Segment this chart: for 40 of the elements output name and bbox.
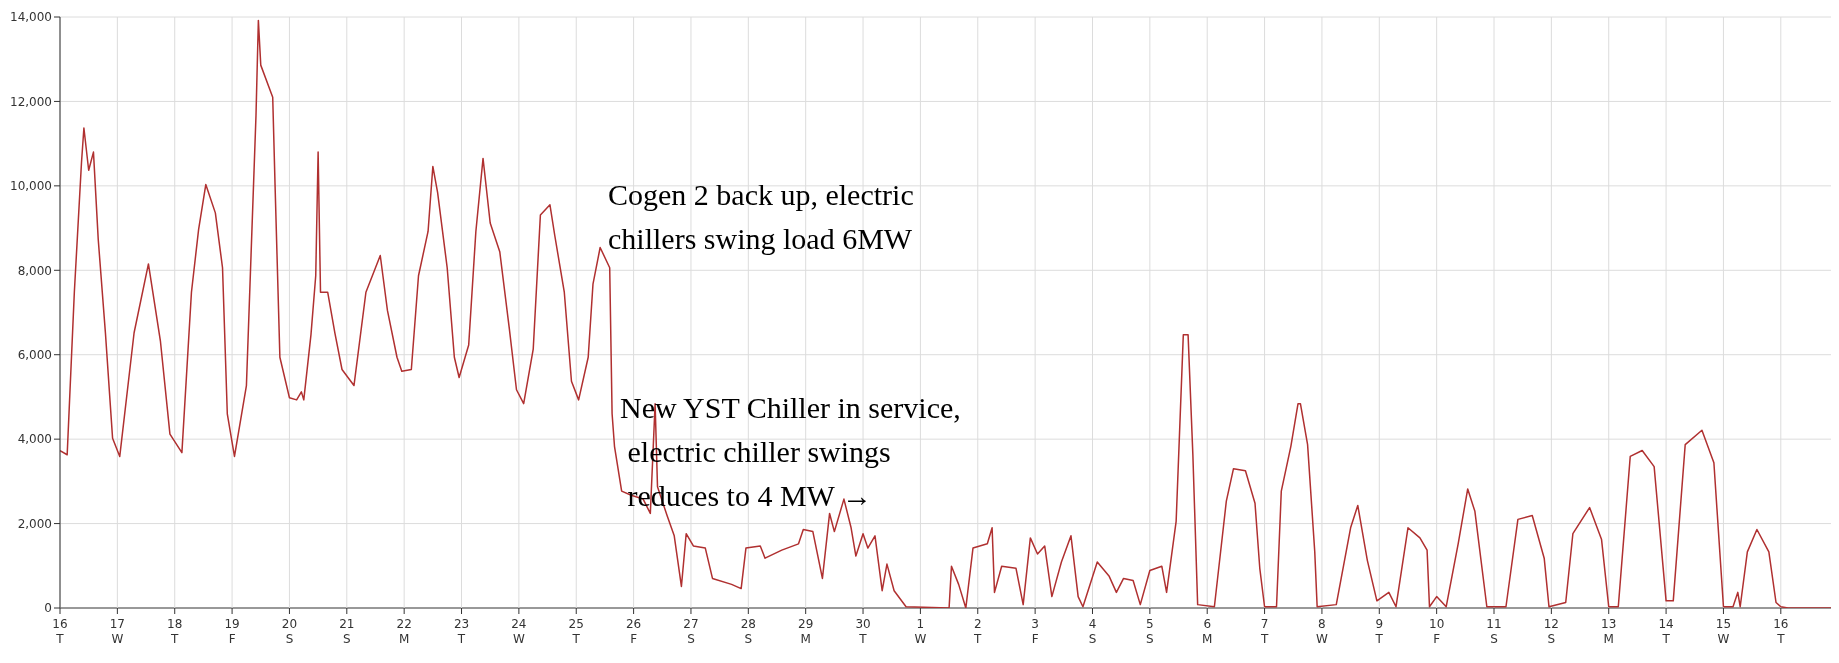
x-tick-label: 10 F [1429, 617, 1445, 646]
x-tick-label: 21 S [339, 617, 355, 646]
x-tick-label: 12 S [1543, 617, 1560, 646]
x-tick-label: 14 T [1658, 617, 1674, 646]
x-tick-label: 5 S [1146, 617, 1154, 646]
y-tick-label: 10,000 [10, 179, 52, 194]
y-tick-label: 6,000 [17, 347, 52, 362]
x-tick-label: 18 T [167, 617, 183, 646]
x-tick-label: 13 M [1601, 617, 1617, 646]
y-tick-label: 0 [44, 601, 52, 616]
y-tick-label: 12,000 [10, 94, 52, 109]
x-tick-label: 15 W [1715, 617, 1732, 646]
x-tick-label: 4 S [1088, 617, 1097, 646]
x-tick-label: 24 W [511, 617, 527, 646]
x-tick-label: 2 T [973, 617, 983, 646]
x-tick-label: 19 F [224, 617, 240, 646]
x-tick-label: 9 T [1374, 617, 1384, 646]
y-tick-label: 14,000 [10, 10, 52, 25]
y-tick-label: 2,000 [17, 516, 52, 531]
x-tick-label: 17 W [109, 617, 125, 646]
x-tick-label: 25 T [568, 617, 584, 646]
x-tick-label: 16 T [52, 617, 68, 646]
x-tick-label: 6 M [1202, 617, 1213, 646]
annotation: Cogen 2 back up, electric chillers swing load 6MW [608, 177, 914, 257]
x-tick-label: 23 T [453, 617, 470, 646]
y-tick-label: 8,000 [17, 263, 52, 278]
x-tick-label: 20 S [281, 617, 298, 646]
x-tick-label: 26 F [625, 617, 642, 646]
y-tick-label: 4,000 [17, 432, 52, 447]
x-tick-label: 11 S [1486, 617, 1502, 646]
x-tick-label: 30 T [855, 617, 871, 646]
x-tick-label: 16 T [1773, 617, 1789, 646]
x-tick-label: 27 S [683, 617, 699, 646]
x-tick-label: 28 S [740, 617, 756, 646]
x-tick-label: 8 W [1315, 617, 1328, 646]
x-tick-label: 7 T [1259, 617, 1269, 646]
x-tick-label: 29 M [798, 617, 814, 646]
x-tick-label: 22 M [396, 617, 412, 646]
x-tick-label: 1 W [914, 617, 927, 646]
x-tick-label: 3 F [1031, 617, 1039, 646]
